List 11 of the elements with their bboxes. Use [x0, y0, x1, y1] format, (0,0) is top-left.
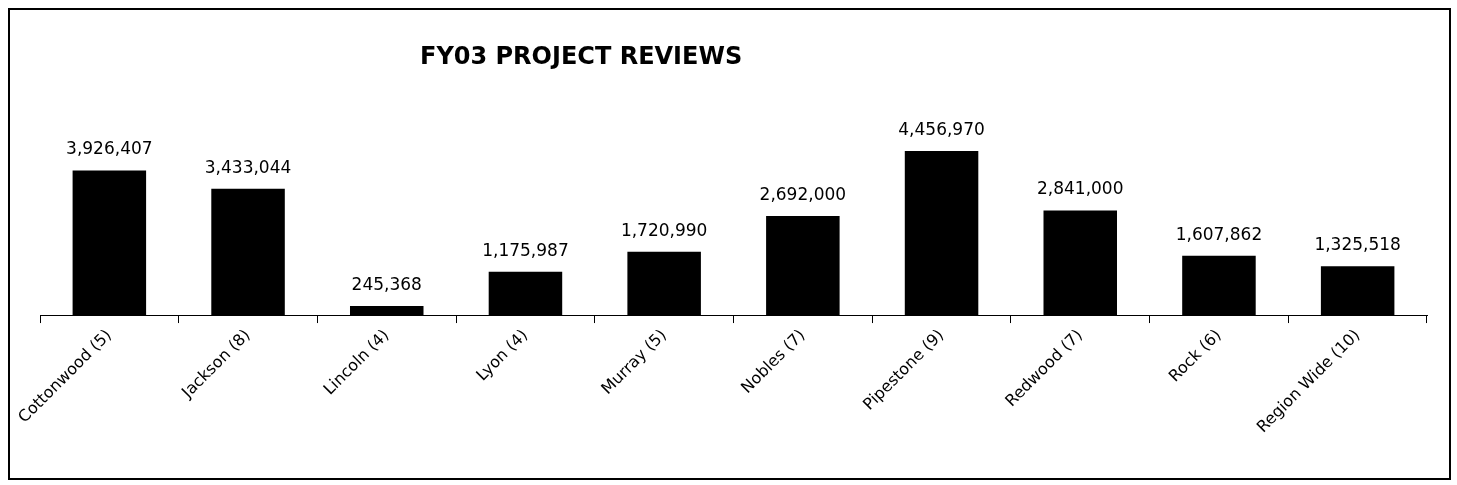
data-label: 4,456,970 [898, 118, 985, 139]
data-label: 2,692,000 [759, 183, 847, 204]
data-label: 2,841,000 [1036, 178, 1124, 199]
data-label: 1,720,990 [620, 219, 708, 240]
data-label: 245,368 [351, 273, 422, 294]
chart-title: FY03 PROJECT REVIEWS [420, 42, 743, 70]
data-label: 1,175,987 [482, 239, 569, 260]
data-label: 1,607,862 [1175, 223, 1263, 244]
data-label: 3,926,407 [66, 138, 153, 159]
data-label: 3,433,044 [204, 156, 292, 177]
data-label: 1,325,518 [1314, 234, 1401, 255]
